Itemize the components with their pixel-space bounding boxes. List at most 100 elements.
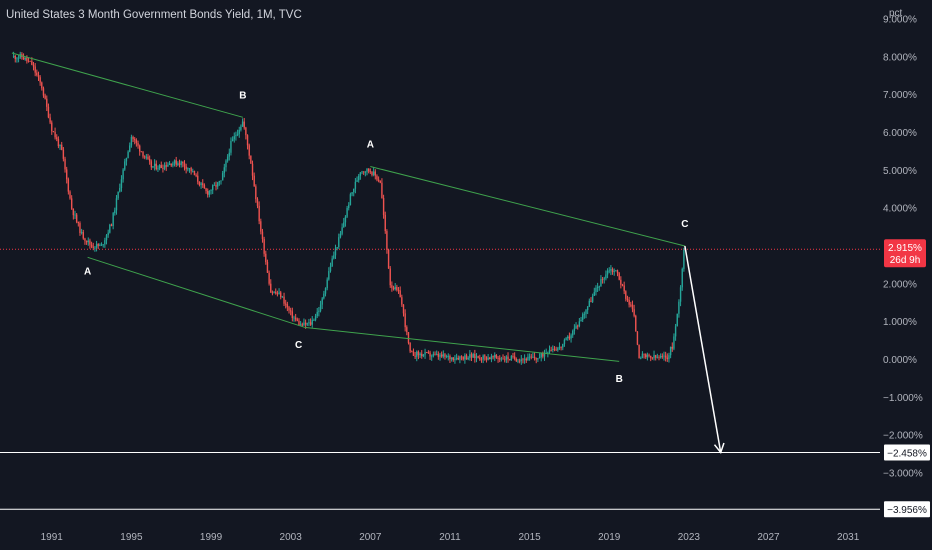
candle-body	[591, 295, 594, 302]
candle-body	[560, 346, 562, 348]
candle-body	[537, 358, 539, 360]
candle-body	[404, 313, 406, 328]
candle-body	[351, 192, 353, 195]
candle-body	[635, 315, 637, 332]
candle-body	[397, 290, 400, 291]
candle-body	[435, 353, 438, 355]
candle-body	[316, 311, 318, 317]
candle-body	[444, 354, 446, 357]
unit-label: pct	[889, 8, 903, 19]
candle-body	[424, 352, 426, 355]
candle-body	[268, 272, 270, 284]
candle-body	[409, 342, 411, 352]
candle-body	[674, 326, 677, 337]
candle-body	[618, 273, 620, 280]
candle-body	[289, 310, 292, 312]
projection-arrow	[684, 245, 725, 455]
candle-body	[291, 311, 294, 318]
y-tick-label: −2.000%	[883, 431, 923, 442]
candle-body	[653, 355, 655, 359]
x-tick-label: 1999	[200, 532, 223, 543]
candle-body	[107, 232, 109, 236]
y-tick-label: −3.000%	[883, 469, 923, 480]
candle-body	[343, 222, 345, 228]
x-tick-label: 2003	[280, 532, 303, 543]
candle-body	[371, 171, 373, 176]
candle-body	[358, 175, 360, 181]
candle-body	[650, 355, 652, 358]
candle-body	[265, 253, 267, 263]
candle-body	[391, 285, 393, 288]
candle-body	[285, 303, 287, 305]
candle-body	[369, 171, 372, 173]
candle-body	[208, 190, 211, 195]
candle-body	[346, 207, 348, 217]
candle-body	[613, 271, 615, 273]
candle-body	[460, 356, 463, 358]
candle-body	[517, 360, 519, 362]
candle-body	[392, 287, 395, 290]
candle-body	[185, 166, 187, 170]
wave-label: C	[295, 340, 302, 351]
candle-body	[89, 240, 91, 245]
candle-body	[406, 327, 408, 333]
candle-body	[311, 320, 313, 325]
candle-body	[125, 158, 128, 162]
x-tick-label: 1995	[120, 532, 143, 543]
candle-body	[36, 72, 38, 76]
candle-body	[631, 304, 634, 310]
candle-body	[261, 231, 264, 240]
candle-body	[27, 60, 30, 62]
candle-body	[62, 149, 65, 159]
candle-body	[484, 355, 486, 357]
candle-body	[606, 270, 609, 275]
x-axis[interactable]: 1991 1995 1999 2003 2007 2011 2015 2019 2023 2027…	[41, 532, 860, 543]
candle-body	[173, 160, 176, 164]
candle-body	[130, 136, 133, 146]
projection-arrow-head	[713, 442, 725, 455]
candle-body	[487, 357, 489, 360]
candle-body	[349, 194, 352, 206]
candle-body	[411, 351, 413, 353]
candle-body	[562, 344, 564, 348]
candle-body	[231, 139, 234, 142]
candle-body	[331, 258, 333, 267]
candle-body	[427, 352, 430, 354]
candle-body	[273, 292, 275, 293]
candle-body	[348, 205, 350, 208]
candle-body	[575, 325, 577, 329]
candle-body	[270, 283, 272, 293]
wave-label: A	[367, 140, 374, 151]
candle-body	[615, 270, 617, 272]
candle-body	[552, 348, 554, 350]
horizontal-levels	[0, 452, 880, 510]
candle-body	[419, 353, 421, 356]
candle-body	[673, 336, 675, 349]
candle-body	[288, 307, 290, 311]
candle-body	[158, 165, 161, 169]
candle-body	[601, 279, 604, 280]
candle-body	[577, 325, 579, 327]
candle-body	[384, 214, 386, 232]
candle-body	[505, 356, 508, 360]
candle-body	[492, 356, 494, 358]
candle-body	[67, 179, 70, 192]
candle-body	[42, 88, 45, 96]
candle-body	[572, 330, 574, 336]
candle-body	[646, 354, 649, 358]
candle-body	[502, 358, 504, 360]
candle-body	[329, 266, 332, 272]
candle-body	[470, 354, 473, 358]
candle-body	[168, 163, 171, 166]
candle-body	[504, 359, 506, 361]
candle-body	[440, 354, 443, 357]
level-price-value: −3.956%	[887, 505, 927, 516]
pattern-line-4	[304, 326, 620, 362]
candle-body	[309, 322, 312, 325]
candle-body	[442, 354, 445, 357]
candle-body	[661, 356, 664, 357]
candle-body	[99, 244, 101, 246]
y-axis[interactable]: 9.000% 8.000% 7.000% 6.000% 5.000% 4.000% 2.00…	[883, 14, 923, 479]
